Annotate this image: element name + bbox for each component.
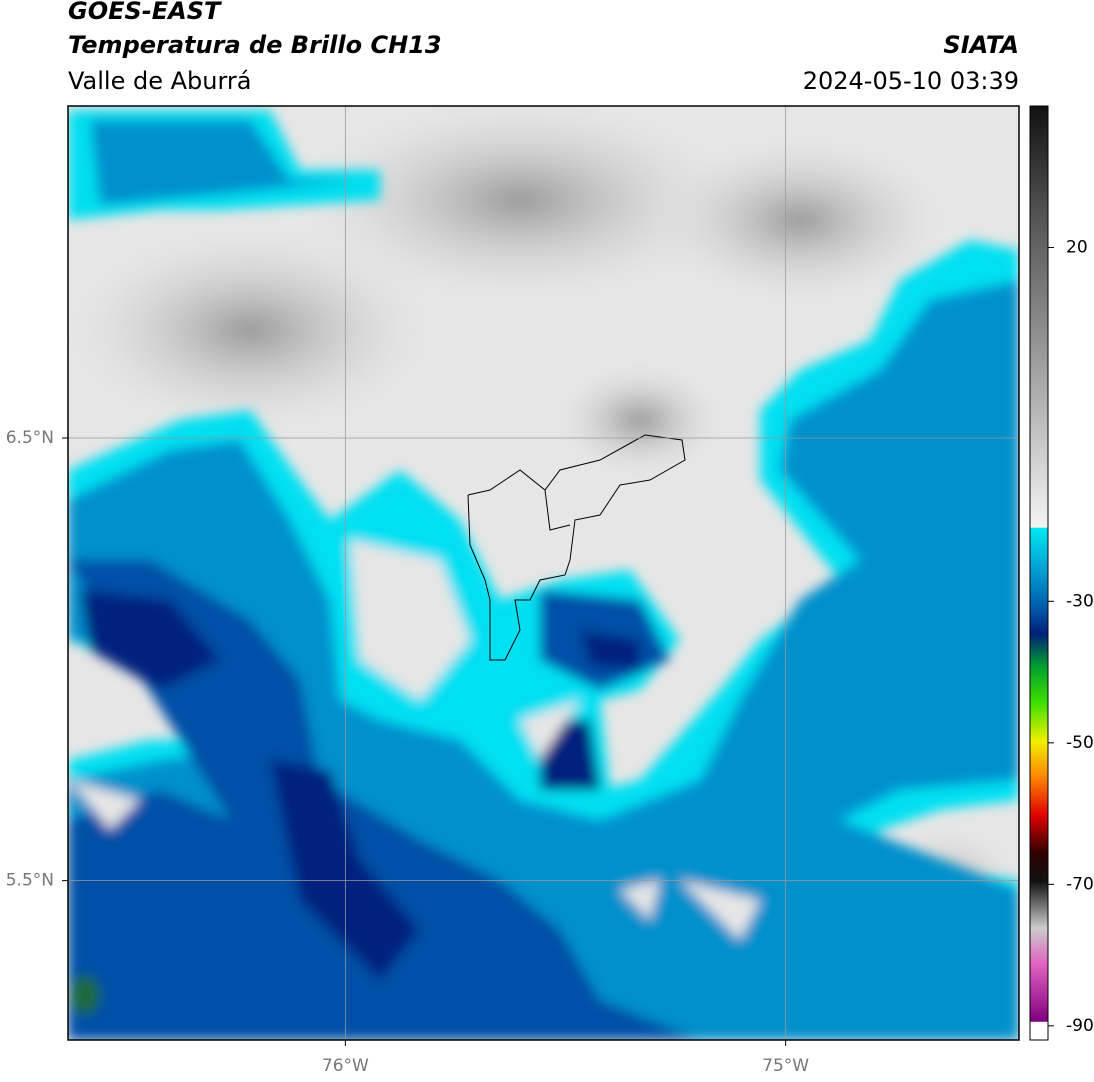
colorbar-tick-label: 20 (1066, 238, 1088, 258)
x-tick-label: 75°W (762, 1056, 809, 1076)
colorbar-tick-label: -90 (1066, 1016, 1094, 1036)
map-frame (67, 105, 1020, 1041)
title: GOES-EAST (68, 0, 222, 25)
grid (68, 106, 1019, 1040)
subtitle: Temperatura de Brillo CH13 (68, 31, 442, 59)
x-tick-label: 76°W (322, 1056, 369, 1076)
imagery (68, 106, 1019, 1040)
y-tick-label: 5.5°N (6, 871, 54, 891)
colorbar-tick-label: -50 (1066, 733, 1094, 753)
colorbar (1029, 105, 1049, 1041)
timestamp: 2024-05-10 03:39 (803, 67, 1019, 95)
colorbar-tick-label: -70 (1066, 874, 1094, 894)
region: Valle de Aburrá (68, 67, 252, 95)
colorbar-tick-label: -30 (1066, 591, 1094, 611)
agency: SIATA (943, 31, 1019, 59)
y-tick-label: 6.5°N (6, 428, 54, 448)
